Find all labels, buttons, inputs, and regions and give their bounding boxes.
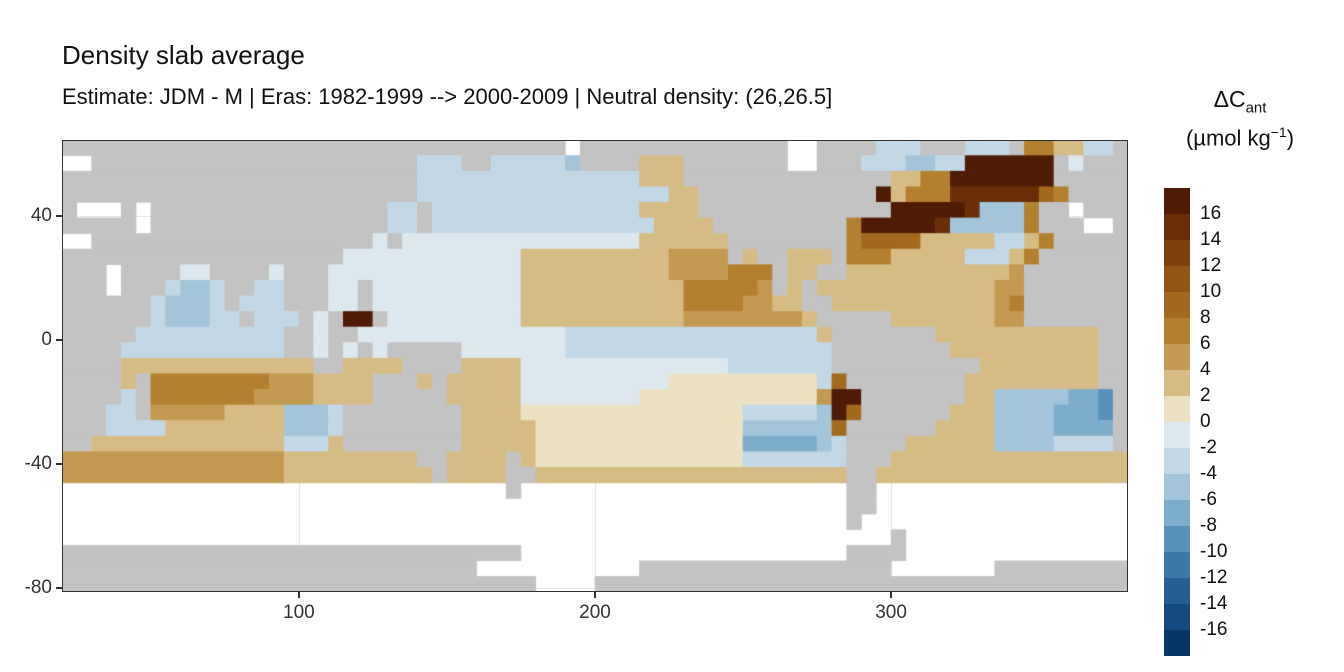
colorbar-tick-label: -10 (1200, 541, 1228, 562)
colorbar-tick-label: -4 (1200, 463, 1217, 484)
colorbar-segment (1164, 448, 1190, 474)
colorbar-tick-label: 12 (1200, 255, 1222, 276)
legend-title-text: ΔC (1213, 86, 1246, 112)
colorbar-segment (1164, 526, 1190, 552)
colorbar-tick-label: -12 (1200, 567, 1228, 588)
y-axis-tick-label: 0 (41, 329, 52, 351)
colorbar-segment (1164, 318, 1190, 344)
legend-units: (µmol kg−1) (1140, 124, 1340, 151)
colorbar-segment (1164, 630, 1190, 656)
legend-units-superscript: −1 (1270, 124, 1287, 140)
colorbar-tick-label: -16 (1200, 619, 1228, 640)
y-axis-tick-label: -80 (24, 577, 52, 599)
legend-title-subscript: ant (1245, 99, 1267, 117)
plot-title: Density slab average (62, 40, 305, 70)
colorbar-segment (1164, 266, 1190, 292)
x-axis-tick (594, 592, 596, 598)
colorbar-tick-label: -8 (1200, 515, 1217, 536)
colorbar-segment (1164, 188, 1190, 214)
x-axis-tick-label: 300 (875, 602, 907, 623)
x-axis-tick (297, 592, 300, 598)
colorbar-segment (1164, 578, 1190, 604)
x-axis-tick-label: 100 (283, 602, 315, 623)
colorbar-segment (1164, 604, 1190, 630)
colorbar-segment (1164, 370, 1190, 396)
colorbar-tick-label: 10 (1200, 281, 1222, 302)
colorbar-tick-label: -2 (1200, 437, 1217, 458)
colorbar (1164, 188, 1190, 656)
world-map-canvas (62, 140, 1128, 592)
colorbar-tick-label: 0 (1200, 411, 1211, 432)
colorbar-tick-label: 14 (1200, 229, 1222, 250)
colorbar-segment (1164, 500, 1190, 526)
colorbar-segment (1164, 552, 1190, 578)
colorbar-segment (1164, 240, 1190, 266)
colorbar-segment (1164, 396, 1190, 422)
colorbar-tick-label: 16 (1200, 203, 1222, 224)
legend-units-suffix: ) (1286, 125, 1295, 151)
colorbar-segment (1164, 292, 1190, 318)
x-axis-tick-label: 200 (579, 602, 611, 623)
plot-subtitle: Estimate: JDM - M | Eras: 1982-1999 --> … (62, 84, 833, 109)
colorbar-tick-label: 4 (1200, 359, 1211, 380)
y-axis-tick-label: 40 (30, 205, 52, 226)
colorbar-tick-label: 8 (1200, 307, 1211, 328)
colorbar-tick-label: 6 (1200, 333, 1211, 354)
colorbar-segment (1164, 344, 1190, 370)
colorbar-labels: 16 14 12 10 8 6 4 2 0 -2 -4 -6 -8 -10 -12 -14 -16 (1200, 188, 1260, 656)
colorbar-tick-label: -6 (1200, 489, 1217, 510)
colorbar-segment (1164, 214, 1190, 240)
legend-title: ΔCant (1140, 86, 1340, 117)
colorbar-tick-label: 2 (1200, 385, 1211, 406)
colorbar-segment (1164, 422, 1190, 448)
legend-units-prefix: (µmol kg (1185, 125, 1271, 151)
x-axis-tick (890, 592, 893, 598)
colorbar-segment (1164, 474, 1190, 500)
y-axis-tick-label: -40 (24, 453, 52, 475)
colorbar-tick-label: -14 (1200, 593, 1228, 614)
map-panel (62, 140, 1128, 592)
